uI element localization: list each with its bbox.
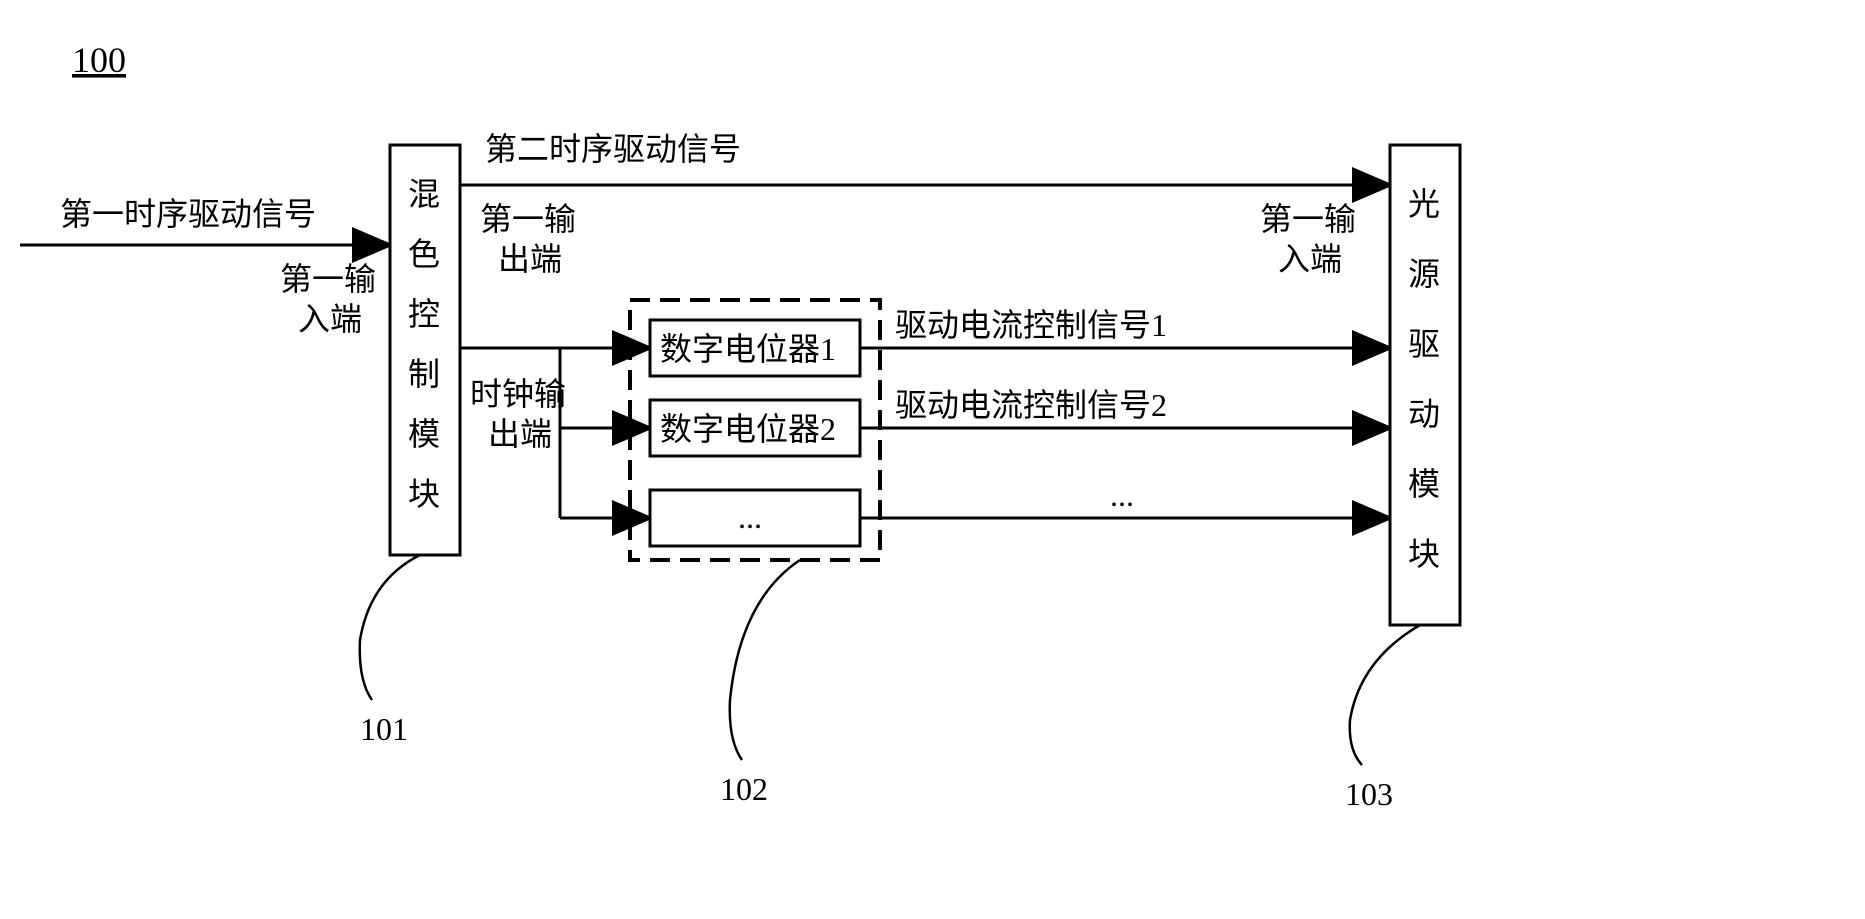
ref-101-text: 101 [360, 711, 408, 747]
ref-101-leader [360, 555, 420, 700]
drive-signal-2-label: ... [1110, 477, 1134, 513]
ref-102-text: 102 [720, 771, 768, 807]
drive-signal-0-label: 驱动电流控制信号1 [895, 307, 1167, 343]
mixer-char-1: 色 [408, 236, 440, 272]
mixer-char-0: 混 [408, 176, 440, 212]
potentiometer-label-1: 数字电位器2 [660, 411, 836, 447]
mixer-char-2: 控 [408, 296, 440, 332]
driver-char-0: 光 [1408, 186, 1440, 222]
mixer-char-5: 块 [408, 476, 440, 512]
driver-char-3: 动 [1408, 396, 1440, 432]
ref-102-leader [730, 560, 800, 760]
driver-char-4: 模 [1408, 466, 1440, 502]
driver-in-label-l1: 第一输 [1260, 201, 1356, 237]
mixer-clk-label-l1: 时钟输 [470, 376, 566, 412]
driver-char-5: 块 [1408, 536, 1440, 572]
driver-in-label-l2: 入端 [1278, 241, 1342, 277]
driver-char-2: 驱 [1408, 326, 1440, 362]
potentiometer-label-2: ... [738, 499, 762, 535]
potentiometer-label-0: 数字电位器1 [660, 331, 836, 367]
mixer-input-port-label-l1: 第一输 [280, 261, 376, 297]
ref-103-leader [1350, 625, 1420, 765]
mixer-out1-label-l1: 第一输 [480, 201, 576, 237]
mixer-input-port-label-l2: 入端 [298, 301, 362, 337]
diagram-canvas: 100 第一时序驱动信号 第一输 入端 混 色 控 制 模 块 第二时序驱动信号… [0, 0, 1865, 919]
ref-103-text: 103 [1345, 776, 1393, 812]
signal-second-timing-label: 第二时序驱动信号 [485, 131, 741, 167]
drive-signal-1-label: 驱动电流控制信号2 [895, 387, 1167, 423]
signal-first-timing-label: 第一时序驱动信号 [60, 196, 316, 232]
mixer-char-3: 制 [408, 356, 440, 392]
mixer-char-4: 模 [408, 416, 440, 452]
figure-number: 100 [72, 40, 126, 80]
driver-char-1: 源 [1408, 256, 1440, 292]
mixer-out1-label-l2: 出端 [498, 241, 562, 277]
mixer-clk-label-l2: 出端 [488, 416, 552, 452]
